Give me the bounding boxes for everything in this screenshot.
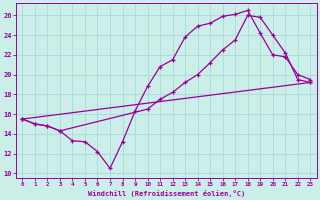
X-axis label: Windchill (Refroidissement éolien,°C): Windchill (Refroidissement éolien,°C) [88, 190, 245, 197]
